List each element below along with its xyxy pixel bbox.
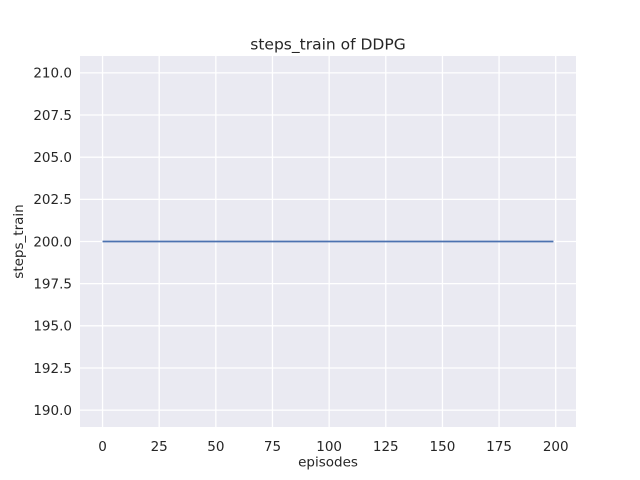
y-tick-label: 190.0 <box>33 403 72 419</box>
x-tick-label: 150 <box>430 439 456 455</box>
y-tick-label: 200.0 <box>33 234 72 250</box>
x-axis-tick-labels: 0 25 50 75 100 125 150 175 200 <box>98 439 568 455</box>
y-axis-tick-labels: 190.0 192.5 195.0 197.5 200.0 202.5 205.0 207.5… <box>33 66 72 419</box>
y-tick-label: 197.5 <box>33 276 72 292</box>
x-tick-label: 125 <box>373 439 399 455</box>
y-tick-label: 210.0 <box>33 66 72 82</box>
x-axis-label: episodes <box>298 455 358 471</box>
y-axis-label: steps_train <box>11 204 27 278</box>
x-tick-label: 200 <box>543 439 569 455</box>
x-tick-label: 175 <box>486 439 512 455</box>
y-tick-label: 205.0 <box>33 150 72 166</box>
y-tick-label: 192.5 <box>33 361 72 377</box>
x-tick-label: 50 <box>207 439 224 455</box>
y-tick-label: 202.5 <box>33 192 72 208</box>
y-tick-label: 207.5 <box>33 108 72 124</box>
y-tick-label: 195.0 <box>33 319 72 335</box>
chart-title: steps_train of DDPG <box>250 36 405 55</box>
x-tick-label: 100 <box>316 439 342 455</box>
x-tick-label: 0 <box>98 439 107 455</box>
x-tick-label: 25 <box>151 439 168 455</box>
x-tick-label: 75 <box>264 439 281 455</box>
